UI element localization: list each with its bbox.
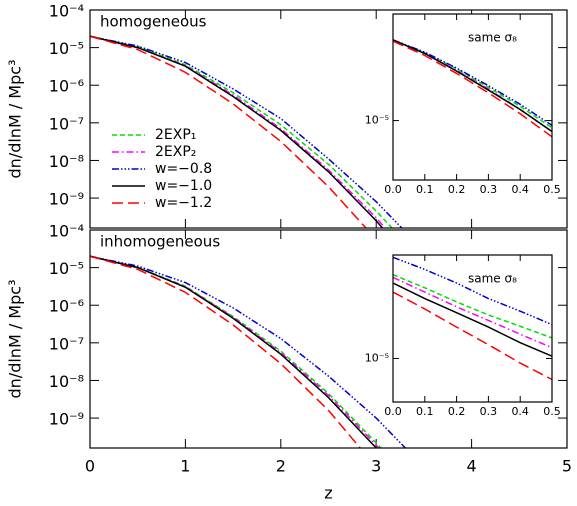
x-tick-label: 0.4 (511, 183, 529, 196)
y-tick-label: 10⁻⁴ (49, 2, 84, 21)
x-tick-label: 0.1 (416, 183, 434, 196)
x-tick-label: 0.5 (543, 405, 561, 418)
x-tick-label: 3 (371, 457, 381, 476)
legend-label: w=−1.0 (155, 178, 212, 194)
x-tick-label: 0.2 (448, 405, 466, 418)
y-tick-label: 10⁻⁶ (49, 297, 84, 316)
x-tick-label: 0.2 (448, 183, 466, 196)
x-tick-label: 0.3 (480, 405, 498, 418)
plot-frame (392, 254, 553, 403)
series-line (90, 35, 367, 228)
x-tick-label: 0.3 (480, 183, 498, 196)
series-line (90, 255, 378, 448)
y-tick-label: 10⁻⁹ (49, 190, 84, 209)
series-line (393, 282, 552, 357)
x-tick-label: 0.0 (384, 183, 402, 196)
x-tick-label: 0 (85, 457, 95, 476)
annotation: homogeneous (100, 13, 207, 31)
y-tick-label: 10⁻⁵ (49, 259, 84, 278)
x-tick-label: 4 (467, 457, 477, 476)
plot-frame (89, 9, 568, 229)
plot-area (393, 14, 552, 180)
y-tick-label: 10⁻⁵ (365, 351, 389, 364)
series-line (90, 255, 380, 448)
x-tick-label: 0.4 (511, 405, 529, 418)
series-line (393, 276, 552, 349)
y-tick-label: 10⁻⁵ (49, 39, 84, 58)
plot-frame (89, 229, 568, 449)
x-tick-label: 2 (276, 457, 286, 476)
series-line (90, 35, 384, 228)
panel: 10⁻⁵ 0.0 0.1 0.2 0.3 0.4 0.5 same σ₈ (365, 254, 561, 418)
x-axis-label: z (324, 484, 332, 503)
x-tick-label: 5 (562, 457, 572, 476)
series-line (393, 291, 552, 381)
legend-label: 2EXP₂ (155, 144, 196, 160)
annotation: same σ₈ (468, 31, 517, 45)
plot-frame (392, 13, 553, 181)
legend-label: w=−0.8 (155, 161, 212, 177)
y-axis-label: dn/dlnM / Mpc³ (6, 280, 25, 399)
panel: 10⁻⁵ 0.0 0.1 0.2 0.3 0.4 0.5 same σ₈ (365, 13, 561, 196)
series-line (393, 273, 552, 339)
series-line (393, 39, 552, 133)
x-tick-label: 0.1 (416, 405, 434, 418)
legend-label: w=−1.2 (155, 195, 212, 211)
y-tick-label: 10⁻⁴ (49, 222, 84, 241)
annotation: same σ₈ (468, 272, 517, 286)
series-line (90, 35, 403, 228)
x-tick-label: 1 (180, 457, 190, 476)
y-tick-label: 10⁻⁵ (365, 114, 389, 127)
plot-area (393, 255, 552, 402)
series-line (90, 255, 407, 448)
series-line (90, 255, 362, 448)
series-line (393, 39, 552, 126)
y-tick-label: 10⁻⁸ (49, 372, 84, 391)
y-tick-label: 10⁻⁸ (49, 152, 84, 171)
series-line (90, 35, 394, 228)
y-axis-label: dn/dlnM / Mpc³ (6, 60, 25, 179)
x-tick-label: 0.0 (384, 405, 402, 418)
legend-label: 2EXP₁ (155, 127, 196, 143)
y-tick-label: 10⁻⁷ (49, 114, 84, 133)
series-line (393, 40, 552, 138)
annotation: inhomogeneous (100, 233, 220, 251)
y-tick-label: 10⁻⁷ (49, 334, 84, 353)
x-tick-label: 0.5 (543, 183, 561, 196)
y-tick-label: 10⁻⁹ (49, 410, 84, 429)
series-line (90, 35, 387, 228)
y-tick-label: 10⁻⁶ (49, 77, 84, 96)
